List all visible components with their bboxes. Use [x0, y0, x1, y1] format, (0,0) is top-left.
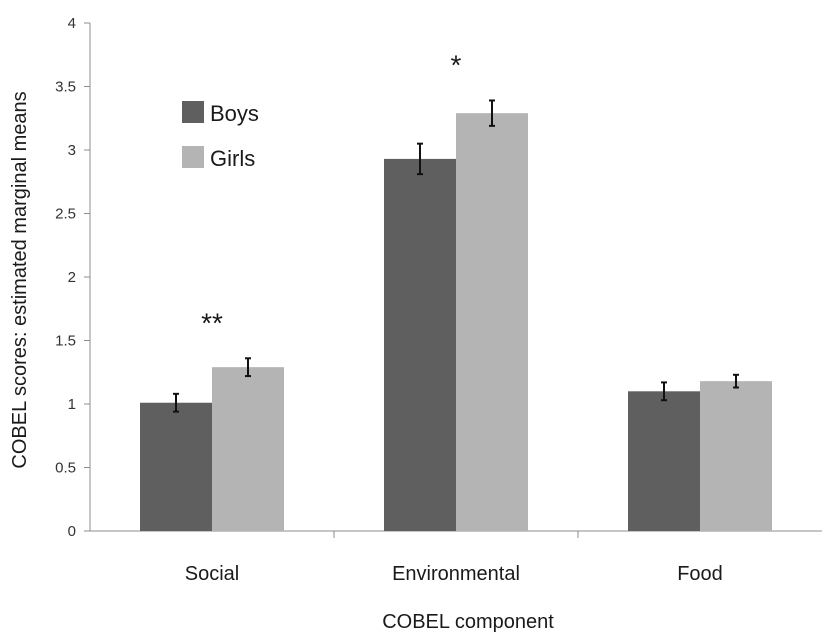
y-tick-label: 0: [68, 523, 76, 540]
y-tick-label: 3: [68, 142, 76, 159]
significance-marker: **: [201, 307, 223, 338]
bar: [456, 113, 528, 532]
axes: 0 0.5 1 1.5 2 2.5 3 3.5 4 Social Environmental Food: [55, 15, 822, 585]
legend-label: Girls: [210, 146, 255, 171]
bars: ***: [140, 49, 772, 532]
bar: [212, 367, 284, 531]
bar: [140, 402, 212, 531]
y-tick-label: 0.5: [55, 460, 76, 477]
y-tick-label: 4: [68, 15, 76, 32]
y-axis-title: COBEL scores: estimated marginal means: [9, 91, 31, 468]
y-tick-label: 1: [68, 396, 76, 413]
bar: [700, 381, 772, 531]
bar: [384, 158, 456, 531]
y-tick-label: 2.5: [55, 206, 76, 223]
legend-swatch: [182, 146, 204, 168]
y-tick-label: 2: [68, 269, 76, 286]
category-label: Social: [185, 563, 239, 585]
legend: Boys Girls: [182, 101, 259, 171]
x-axis-title: COBEL component: [382, 611, 554, 633]
y-tick-label: 1.5: [55, 333, 76, 350]
significance-marker: *: [451, 49, 462, 80]
legend-label: Boys: [210, 101, 259, 126]
category-label: Food: [677, 563, 723, 585]
legend-swatch: [182, 101, 204, 123]
category-label: Environmental: [392, 563, 520, 585]
bar: [628, 391, 700, 531]
y-tick-label: 3.5: [55, 79, 76, 96]
